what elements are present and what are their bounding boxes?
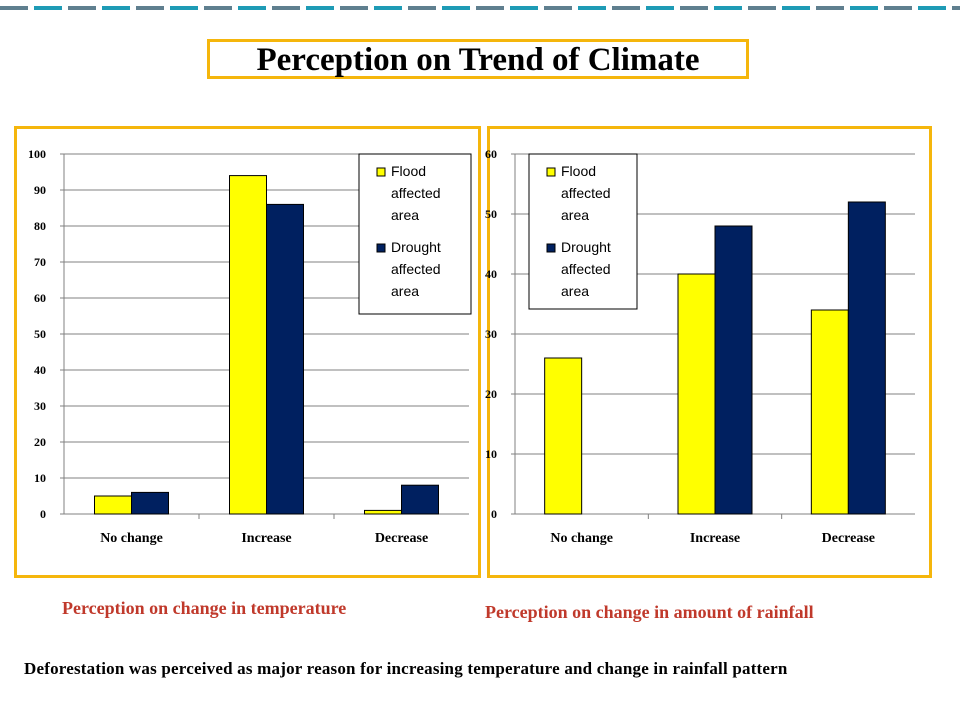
temp-bar-flood bbox=[364, 509, 402, 515]
temp-x-category-label: Increase bbox=[241, 531, 291, 546]
temp-legend-swatch-drought bbox=[376, 243, 386, 253]
temp-y-tick-label: 70 bbox=[34, 255, 46, 269]
rainfall-chart: 0 10 20 30 40 50 60 No change Increase Decrease Fl… bbox=[485, 147, 915, 546]
temp-legend-label-drought: area bbox=[391, 283, 419, 299]
rain-y-tick-label: 40 bbox=[485, 267, 497, 281]
temp-y-tick-label: 0 bbox=[40, 507, 46, 521]
rain-bar-drought bbox=[714, 225, 753, 515]
temp-legend-label-flood: affected bbox=[391, 185, 441, 201]
rain-legend-label-flood: affected bbox=[561, 185, 611, 201]
rain-legend-swatch-flood bbox=[546, 167, 556, 177]
temp-y-tick-label: 90 bbox=[34, 183, 46, 197]
rain-x-category-label: No change bbox=[550, 531, 613, 546]
temp-legend-box bbox=[358, 153, 472, 315]
temp-x-category-label: Decrease bbox=[375, 531, 428, 546]
rain-y-tick-label: 50 bbox=[485, 207, 497, 221]
temp-bar-flood bbox=[229, 175, 267, 515]
temp-y-tick-label: 80 bbox=[34, 219, 46, 233]
temp-y-tick-label: 100 bbox=[28, 147, 46, 161]
temp-x-category-label: No change bbox=[100, 531, 163, 546]
rain-legend-label-drought: Drought bbox=[561, 239, 611, 255]
temp-legend-label-flood: Flood bbox=[391, 163, 426, 179]
temp-legend-swatch-flood bbox=[376, 167, 386, 177]
rain-y-tick-label: 60 bbox=[485, 147, 497, 161]
temp-bar-drought bbox=[266, 203, 304, 515]
temp-bar-flood bbox=[94, 495, 132, 515]
temp-y-tick-label: 50 bbox=[34, 327, 46, 341]
temp-y-tick-label: 30 bbox=[34, 399, 46, 413]
rain-y-tick-label: 30 bbox=[485, 327, 497, 341]
temperature-chart-caption: Perception on change in temperature bbox=[62, 598, 347, 618]
top-stripe bbox=[0, 6, 960, 10]
temperature-chart: 0 10 20 30 40 50 60 70 80 90 100 No change Increase D… bbox=[28, 147, 472, 546]
footnote: Deforestation was perceived as major rea… bbox=[24, 659, 788, 678]
top-decorative-bar bbox=[0, 0, 960, 12]
temp-y-tick-label: 60 bbox=[34, 291, 46, 305]
temp-bar-drought bbox=[401, 484, 439, 515]
rain-bar-flood bbox=[810, 309, 849, 515]
rainfall-chart-caption: Perception on change in amount of rainfa… bbox=[485, 602, 814, 622]
rain-bar-drought bbox=[847, 201, 886, 515]
rain-y-tick-label: 20 bbox=[485, 387, 497, 401]
rain-legend-label-flood: Flood bbox=[561, 163, 596, 179]
rain-legend-swatch-drought bbox=[546, 243, 556, 253]
rainfall-chart-frame: 0 10 20 30 40 50 60 No change Increase Decrease Fl… bbox=[485, 126, 932, 578]
temp-legend-label-drought: Drought bbox=[391, 239, 441, 255]
rain-x-category-label: Increase bbox=[690, 531, 740, 546]
temp-bar-drought bbox=[131, 491, 169, 515]
temp-y-tick-label: 20 bbox=[34, 435, 46, 449]
rain-bar-flood bbox=[677, 273, 716, 515]
slide-title: Perception on Trend of Climate bbox=[207, 39, 749, 79]
temp-legend-label-flood: area bbox=[391, 207, 419, 223]
rain-legend-label-drought: area bbox=[561, 283, 589, 299]
temp-legend-label-drought: affected bbox=[391, 261, 441, 277]
temperature-chart-frame: 0 10 20 30 40 50 60 70 80 90 100 No change Increase D… bbox=[14, 126, 481, 578]
temp-y-tick-label: 10 bbox=[34, 471, 46, 485]
rain-bar-flood bbox=[544, 357, 583, 515]
rain-x-category-label: Decrease bbox=[822, 531, 875, 546]
rain-y-tick-label: 0 bbox=[491, 507, 497, 521]
temp-y-tick-label: 40 bbox=[34, 363, 46, 377]
rain-legend-label-drought: affected bbox=[561, 261, 611, 277]
rain-legend-label-flood: area bbox=[561, 207, 589, 223]
rain-legend-box bbox=[528, 153, 638, 310]
rain-y-tick-label: 10 bbox=[485, 447, 497, 461]
